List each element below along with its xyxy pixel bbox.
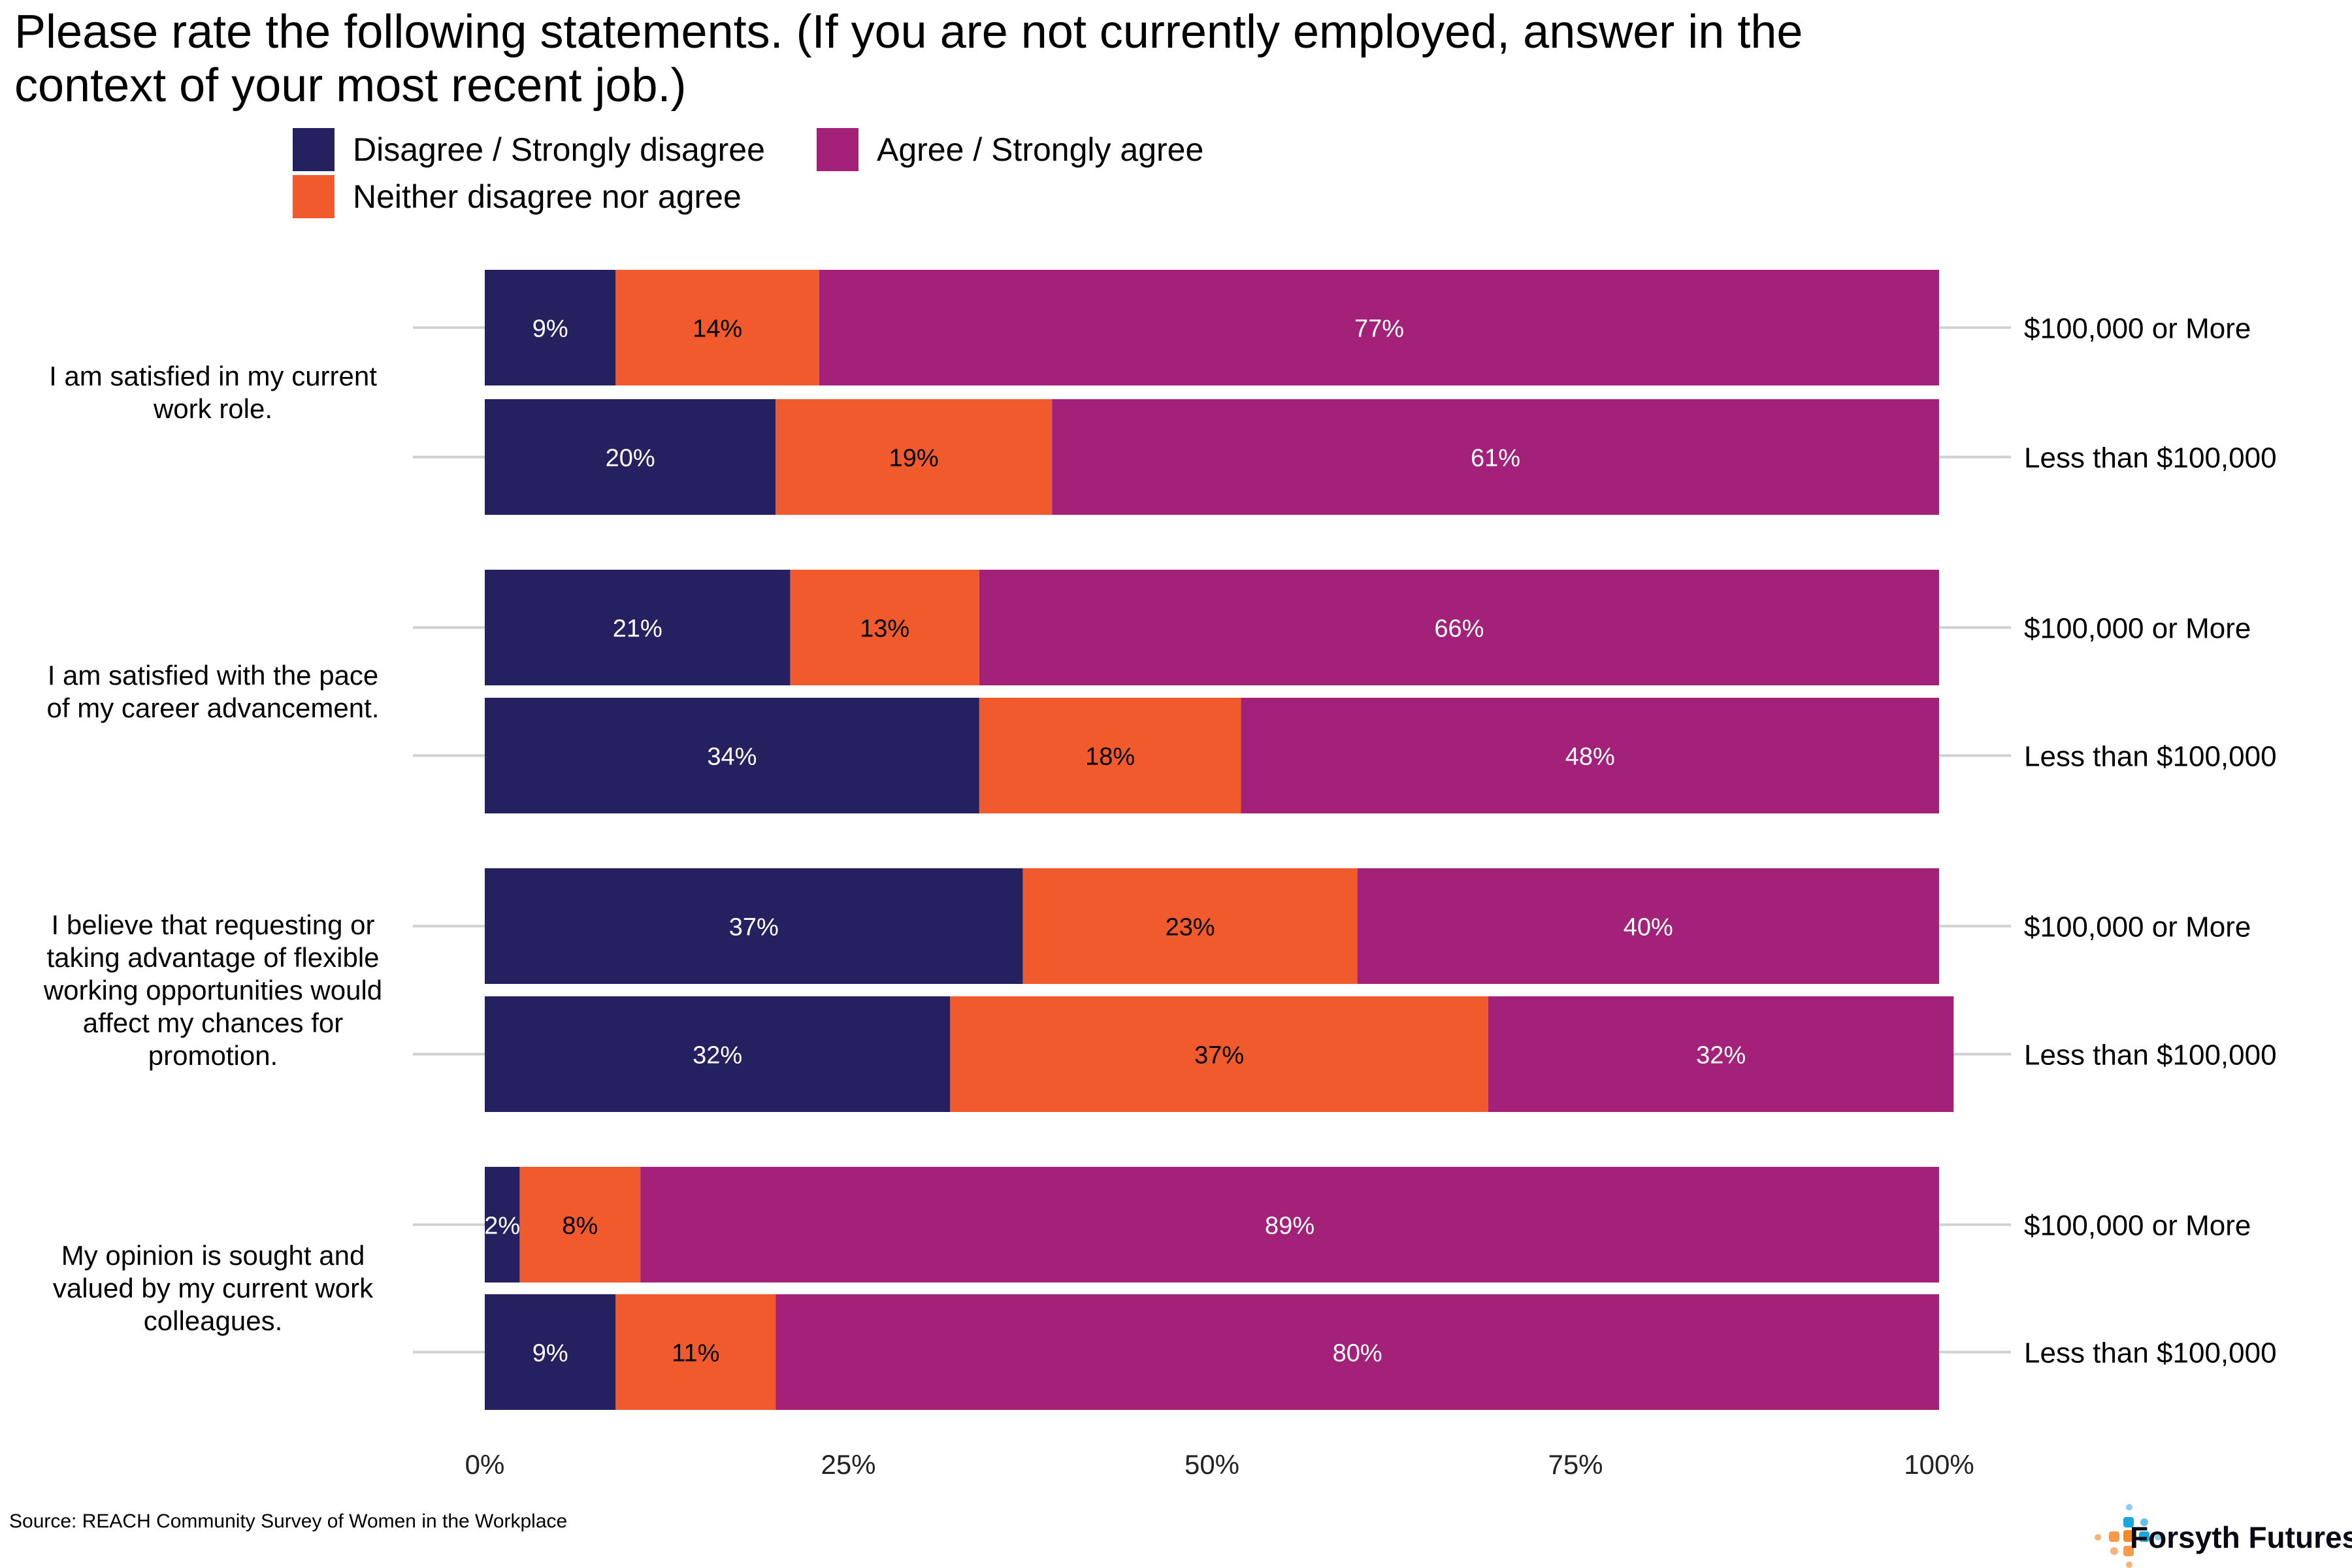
x-tick-label: 25% xyxy=(821,1449,875,1480)
bar-label-neither: 11% xyxy=(672,1340,719,1367)
income-label: Less than $100,000 xyxy=(2024,741,2277,773)
bar-label-neither: 8% xyxy=(562,1213,598,1240)
bar-segment-agree xyxy=(979,570,1939,685)
x-tick-label: 50% xyxy=(1184,1449,1239,1480)
bar-label-disagree: 32% xyxy=(693,1042,742,1070)
forsyth-futures-logo: Forsyth Futures xyxy=(2078,1483,2352,1568)
bar-label-agree: 32% xyxy=(1696,1042,1746,1070)
bar-segment-disagree xyxy=(485,996,951,1112)
bar-segment-disagree xyxy=(485,1294,616,1410)
x-tick-label: 0% xyxy=(465,1449,505,1480)
bar-segment-neither xyxy=(790,570,979,685)
statement-label-line: work role. xyxy=(153,393,273,424)
statement-label-line: colleagues. xyxy=(143,1305,283,1336)
bar-segment-neither xyxy=(979,698,1241,813)
bar-segment-neither xyxy=(519,1167,641,1282)
bar-segment-neither xyxy=(615,1294,776,1410)
statement-label: I am satisfied with the pace of my career… xyxy=(17,659,409,725)
legend-label-neither: Neither disagree nor agree xyxy=(353,178,742,215)
statement-label: I believe that requesting or taking advan… xyxy=(17,909,409,1072)
statement-label-line: promotion. xyxy=(148,1039,278,1071)
legend-item-agree: Agree / Strongly agree xyxy=(817,128,1203,171)
logo-text: Forsyth Futures xyxy=(2130,1520,2352,1554)
statement-label-line: My opinion is sought and xyxy=(61,1240,365,1271)
statement-label-line: working opportunities would xyxy=(43,974,383,1005)
statement-label-line: I believe that requesting or xyxy=(51,909,375,940)
income-label: $100,000 or More xyxy=(2024,1210,2251,1242)
bar-segment-agree xyxy=(1357,868,1939,984)
income-label: $100,000 or More xyxy=(2024,911,2251,943)
bar-segment-neither xyxy=(776,399,1053,515)
bar-label-neither: 19% xyxy=(889,445,939,472)
statement-label-line: I am satisfied in my current xyxy=(49,360,377,391)
bar-label-neither: 18% xyxy=(1085,743,1135,771)
income-label: Less than $100,000 xyxy=(2024,442,2277,474)
bar-label-neither: 14% xyxy=(693,316,742,343)
statement-label-line: I am satisfied with the pace xyxy=(47,659,379,691)
statement-label: I am satisfied in my current work role. xyxy=(17,360,409,425)
bar-segment-neither xyxy=(950,996,1488,1112)
bar-label-disagree: 21% xyxy=(613,615,662,643)
income-label: $100,000 or More xyxy=(2024,313,2251,345)
bar-label-disagree: 2% xyxy=(484,1213,520,1240)
bar-label-agree: 40% xyxy=(1624,914,1673,941)
legend-label-disagree: Disagree / Strongly disagree xyxy=(353,131,765,168)
bar-label-disagree: 34% xyxy=(707,743,757,771)
income-label: Less than $100,000 xyxy=(2024,1337,2277,1369)
bar-segment-agree xyxy=(776,1294,1939,1410)
bar-label-disagree: 37% xyxy=(729,914,779,941)
bar-segment-agree xyxy=(1488,996,1954,1112)
x-tick-label: 100% xyxy=(1904,1449,1974,1480)
statement-label: My opinion is sought and valued by my cur… xyxy=(17,1239,409,1337)
bar-label-disagree: 20% xyxy=(606,445,655,472)
income-label: $100,000 or More xyxy=(2024,613,2251,645)
statement-label-line: valued by my current work xyxy=(52,1273,374,1303)
x-tick-label: 75% xyxy=(1548,1449,1603,1480)
bar-label-agree: 80% xyxy=(1333,1340,1382,1367)
chart-title-line-2: context of your most recent job.) xyxy=(14,59,687,112)
bar-label-agree: 66% xyxy=(1434,615,1484,643)
legend-item-neither: Neither disagree nor agree xyxy=(293,175,742,218)
income-label: Less than $100,000 xyxy=(2024,1039,2277,1071)
bar-segment-agree xyxy=(640,1167,1939,1282)
bar-label-neither: 13% xyxy=(860,615,909,643)
bar-segment-agree xyxy=(819,270,1939,385)
bar-segment-neither xyxy=(615,270,819,385)
bar-segment-disagree xyxy=(485,1167,520,1282)
legend-label-agree: Agree / Strongly agree xyxy=(877,131,1204,168)
bar-label-agree: 89% xyxy=(1265,1213,1315,1240)
bar-label-neither: 23% xyxy=(1166,914,1215,941)
bar-label-neither: 37% xyxy=(1194,1042,1244,1070)
statement-label-line: taking advantage of flexible xyxy=(46,941,380,973)
bar-segment-neither xyxy=(1022,868,1358,984)
bar-label-agree: 77% xyxy=(1354,316,1404,343)
bar-segment-disagree xyxy=(485,270,616,385)
bar-label-agree: 61% xyxy=(1471,445,1520,472)
legend-item-disagree: Disagree / Strongly disagree xyxy=(293,128,765,171)
statement-label-line: of my career advancement. xyxy=(46,692,380,723)
bar-segment-disagree xyxy=(485,698,979,813)
bar-label-disagree: 9% xyxy=(532,316,568,343)
chart-title: Please rate the following statements. (I… xyxy=(14,5,1974,112)
chart-title-line-1: Please rate the following statements. (I… xyxy=(14,6,1803,58)
bar-label-agree: 48% xyxy=(1565,743,1615,771)
bar-segment-disagree xyxy=(485,868,1023,984)
bar-segment-agree xyxy=(1241,698,1939,813)
legend-swatch-disagree xyxy=(293,128,335,171)
bar-segment-disagree xyxy=(485,570,791,685)
legend-swatch-neither xyxy=(293,175,335,218)
bar-segment-disagree xyxy=(485,399,776,515)
statement-label-line: affect my chances for xyxy=(82,1007,344,1038)
legend-swatch-agree xyxy=(817,128,858,171)
bar-label-disagree: 9% xyxy=(532,1340,568,1367)
bar-segment-agree xyxy=(1052,399,1939,515)
source-note: Source: REACH Community Survey of Women … xyxy=(9,1511,568,1532)
